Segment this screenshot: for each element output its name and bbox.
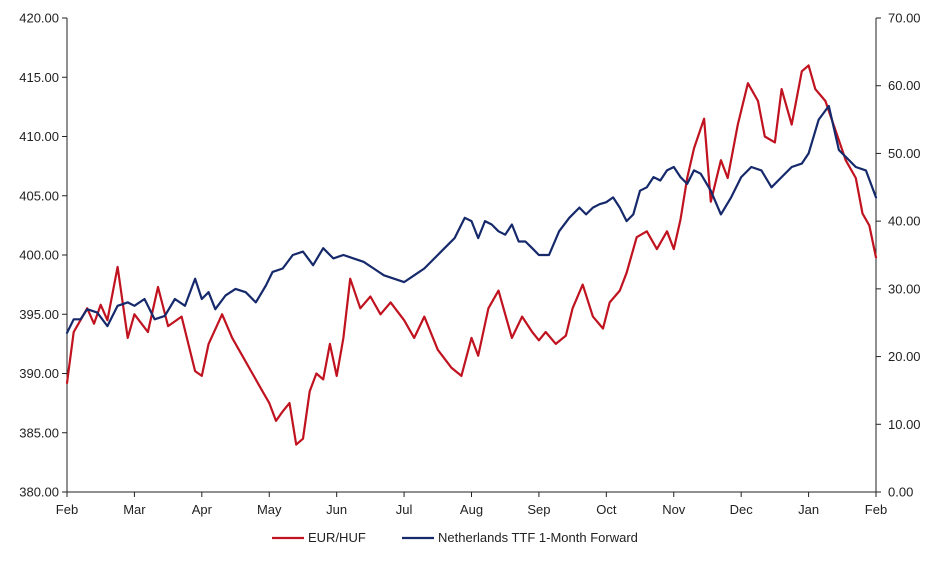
series-layer: [65, 64, 878, 446]
x-tick-label: Apr: [192, 502, 213, 517]
x-tick-label: Dec: [730, 502, 754, 517]
left-y-tick-label: 420.00: [19, 11, 59, 26]
series-line-ttf-forward: [65, 104, 878, 334]
left-y-tick-label: 390.00: [19, 366, 59, 381]
right-y-tick-label: 30.00: [888, 281, 921, 296]
x-tick-label: May: [257, 502, 282, 517]
right-y-tick-label: 0.00: [888, 485, 913, 500]
x-tick-label: Aug: [460, 502, 483, 517]
x-tick-label: Jan: [798, 502, 819, 517]
right-y-tick-label: 40.00: [888, 214, 921, 229]
x-tick-label: Mar: [123, 502, 146, 517]
x-tick-label: Jul: [396, 502, 413, 517]
left-y-tick-label: 405.00: [19, 188, 59, 203]
x-tick-label: Jun: [326, 502, 347, 517]
legend: EUR/HUF Netherlands TTF 1-Month Forward: [272, 530, 638, 545]
left-y-tick-label: 415.00: [19, 70, 59, 85]
left-y-tick-label: 410.00: [19, 129, 59, 144]
right-y-tick-label: 60.00: [888, 78, 921, 93]
left-y-tick-label: 380.00: [19, 485, 59, 500]
left-y-tick-label: 395.00: [19, 307, 59, 322]
right-y-tick-label: 20.00: [888, 349, 921, 364]
x-tick-label: Feb: [865, 502, 887, 517]
axes-layer: 380.00 385.00 390.00 395.00 400.00 405.00 410.…: [19, 11, 920, 518]
x-tick-label: Oct: [596, 502, 617, 517]
right-y-tick-label: 70.00: [888, 11, 921, 26]
left-y-tick-label: 400.00: [19, 248, 59, 263]
right-y-tick-label: 10.00: [888, 417, 921, 432]
x-tick-label: Nov: [662, 502, 686, 517]
left-y-tick-label: 385.00: [19, 425, 59, 440]
legend-label-ttf-forward: Netherlands TTF 1-Month Forward: [438, 530, 638, 545]
right-y-tick-label: 50.00: [888, 146, 921, 161]
x-tick-label: Sep: [527, 502, 550, 517]
series-line-eur-huf: [65, 64, 878, 446]
x-tick-label: Feb: [56, 502, 78, 517]
legend-label-eur-huf: EUR/HUF: [308, 530, 366, 545]
